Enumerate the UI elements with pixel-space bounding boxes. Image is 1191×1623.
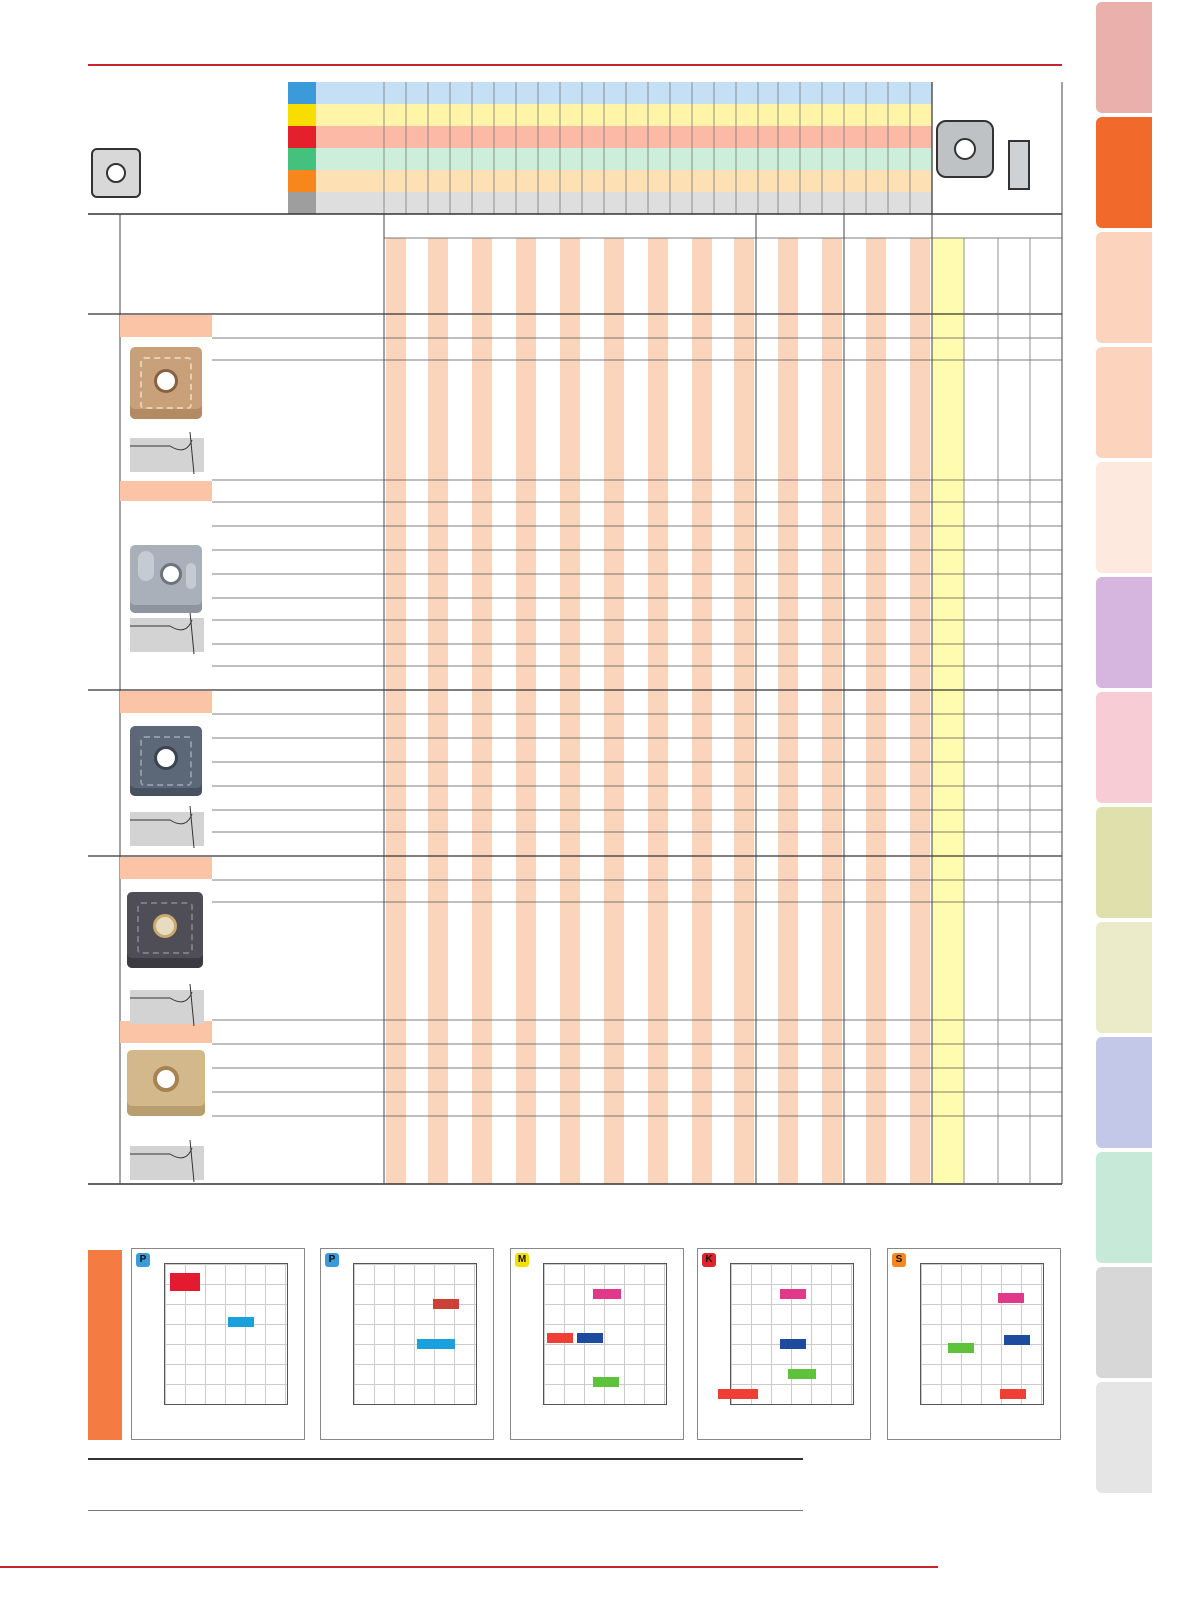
grade-label-box (718, 1389, 758, 1399)
stock-column-stripe (428, 238, 448, 1184)
side-tab[interactable] (1096, 117, 1152, 228)
grade-label-box (547, 1333, 573, 1343)
stock-column-stripe (560, 238, 580, 1184)
stock-column-stripe (604, 238, 624, 1184)
insert-bronze-chipbreaker-icon (130, 347, 202, 419)
material-row-band (316, 104, 932, 126)
material-group-k (288, 126, 316, 148)
rake-angle-line (189, 431, 195, 475)
rake-angle-line (189, 1139, 195, 1183)
rake-angle-line (189, 611, 195, 655)
material-row-band (316, 82, 932, 104)
grade-label-box (780, 1339, 806, 1349)
material-badge: P (325, 1253, 339, 1267)
side-tab[interactable] (1096, 232, 1152, 343)
material-group-h (288, 192, 316, 214)
cross-section-sketch (130, 618, 204, 652)
material-row-band (316, 126, 932, 148)
insert-top-view-icon (936, 120, 994, 178)
cutting-conditions-label-bar (88, 1250, 122, 1440)
cutting-condition-chart: K (697, 1248, 871, 1440)
stock-column-stripe (734, 238, 754, 1184)
grade-label-box (948, 1343, 974, 1353)
side-tab[interactable] (1096, 1037, 1152, 1148)
material-group-p (288, 82, 316, 104)
cross-section-sketch (130, 438, 204, 472)
side-tab[interactable] (1096, 347, 1152, 458)
cross-section-sketch (130, 1146, 204, 1180)
grade-label-box (417, 1339, 455, 1349)
side-tab[interactable] (1096, 1267, 1152, 1378)
stock-column-stripe (910, 238, 930, 1184)
cutting-condition-chart: P (320, 1248, 494, 1440)
material-group-n (288, 148, 316, 170)
insert-gold-flat-icon (127, 1050, 205, 1116)
grade-label-box (788, 1369, 816, 1379)
material-row-band (316, 192, 932, 214)
material-row-band (316, 170, 932, 192)
chipbreaker-name-plate (120, 857, 212, 879)
insert-dimension-diagram (930, 100, 1050, 210)
side-tab[interactable] (1096, 922, 1152, 1033)
side-tab[interactable] (1096, 807, 1152, 918)
side-tab[interactable] (1096, 462, 1152, 573)
stock-column-stripe (866, 238, 886, 1184)
grade-label-box (780, 1289, 806, 1299)
grade-label-box (577, 1333, 603, 1343)
chart-plot-area (920, 1263, 1044, 1405)
side-tab[interactable] (1096, 1152, 1152, 1263)
side-tab[interactable] (1096, 577, 1152, 688)
cutting-condition-chart: S (887, 1248, 1061, 1440)
insert-blue-grey-chipbreaker-icon (130, 726, 202, 796)
cutting-condition-chart: M (510, 1248, 684, 1440)
footnote-rule-top (88, 1458, 803, 1460)
chipbreaker-name-plate (120, 481, 212, 501)
grade-label-box (998, 1293, 1024, 1303)
stock-column-stripe (516, 238, 536, 1184)
side-tab[interactable] (1096, 692, 1152, 803)
stock-column-stripe (822, 238, 842, 1184)
insert-side-view-icon (1008, 140, 1030, 190)
rake-angle-line (189, 805, 195, 849)
material-badge: P (136, 1253, 150, 1267)
grade-label-box (593, 1289, 621, 1299)
chart-plot-area (353, 1263, 477, 1405)
stock-column-stripe (386, 238, 406, 1184)
stock-column-stripe (648, 238, 668, 1184)
material-group-bar (288, 82, 932, 214)
side-tab[interactable] (1096, 2, 1152, 113)
chipbreaker-name-plate (120, 1021, 212, 1043)
grade-label-box (1000, 1389, 1026, 1399)
grade-label-box (1004, 1335, 1030, 1345)
insert-shape-icon (91, 148, 141, 198)
insert-dark-chipbreaker-icon (127, 892, 203, 968)
insert-silver-chipbreaker-icon (130, 545, 202, 613)
footnote-rule-bottom (88, 1510, 803, 1511)
footer-rule (0, 1566, 938, 1568)
material-row-band (316, 148, 932, 170)
grade-label-box (593, 1377, 619, 1387)
cross-section-sketch (130, 990, 204, 1024)
header-rule (88, 64, 1062, 66)
material-badge: M (515, 1253, 529, 1267)
cross-section-sketch (130, 812, 204, 846)
dimension-column-highlight (932, 238, 964, 1184)
chipbreaker-name-plate (120, 315, 212, 337)
stock-column-stripe (692, 238, 712, 1184)
material-badge: K (702, 1253, 716, 1267)
chipbreaker-name-plate (120, 691, 212, 713)
chart-plot-area (730, 1263, 854, 1405)
cutting-condition-chart: P (131, 1248, 305, 1440)
rake-angle-line (189, 983, 195, 1027)
grade-label-box (170, 1273, 200, 1291)
grade-label-box (433, 1299, 459, 1309)
material-badge: S (892, 1253, 906, 1267)
grade-label-box (228, 1317, 254, 1327)
stock-column-stripe (778, 238, 798, 1184)
material-group-s (288, 170, 316, 192)
material-group-m (288, 104, 316, 126)
stock-column-stripe (472, 238, 492, 1184)
side-tab[interactable] (1096, 1382, 1152, 1493)
